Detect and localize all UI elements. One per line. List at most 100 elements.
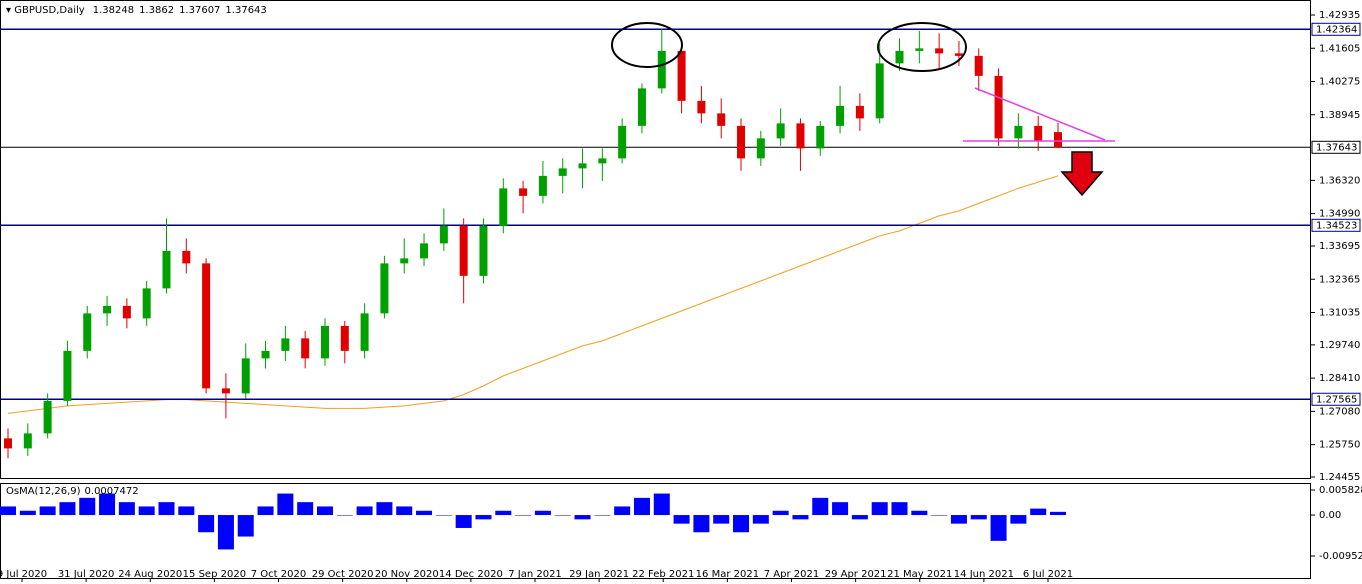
candle-body [855,105,864,119]
candle-body [578,163,587,169]
oscillator-value: 0.0007472 [85,486,139,497]
top-ellipse [877,22,967,72]
y-tick-label: 1.29740 [1319,340,1360,351]
x-tick-label: 29 Oct 2020 [312,569,374,580]
oscillator-bar [277,493,294,516]
candle-body [43,400,52,434]
candle-body [241,358,250,394]
oscillator-bar [812,497,829,516]
candle-body [261,350,270,359]
candle-body [637,88,646,126]
candle-body [895,50,904,64]
candle-body [974,55,983,76]
x-tick-label: 29 Jan 2021 [569,569,629,580]
y-tick-label: 1.38945 [1319,110,1360,121]
down-arrow [1060,151,1104,197]
y-tick-label: 1.27080 [1319,406,1360,417]
candle-body [221,388,230,394]
oscillator-bar [396,506,413,516]
candle-body [122,305,131,319]
oscillator-bar [138,506,155,516]
candle-body [420,243,429,259]
symbol: GBPUSD,Daily [14,5,85,16]
y-tick-label: 1.33695 [1319,241,1360,252]
level-label-box [1311,140,1361,154]
oscillator-bar [316,506,333,516]
y-tick-label: 1.25750 [1319,440,1360,451]
x-tick-label: 6 Jul 2021 [1023,569,1073,580]
y-tick-label: 1.28410 [1319,373,1360,384]
candle-body [538,175,547,196]
oscillator-bar [851,515,868,520]
top-ellipse [611,22,683,68]
x-tick-label: 7 Oct 2020 [251,569,306,580]
x-tick-label: 7 Jan 2021 [508,569,562,580]
oscillator-bar [158,502,175,516]
oscillator-bar [891,502,908,516]
candle-body [380,263,389,314]
oscillator-bar [633,497,650,516]
oscillator-bar [59,502,76,516]
y-tick-label: 1.32365 [1319,274,1360,285]
x-tick-label: 22 Feb 2021 [632,569,694,580]
level-label: 1.37643 [1316,142,1357,153]
candle-body [360,313,369,351]
candle-body [162,250,171,289]
level-label-box [1311,22,1361,36]
y-tick-label: 1.42935 [1319,10,1360,21]
oscillator-bar [435,515,452,516]
price-pane [0,0,1311,479]
y-tick-label: 1.41605 [1319,43,1360,54]
oscillator-bar [713,515,730,524]
oscillator-bar [118,502,135,516]
oscillator-bar [594,515,611,516]
oscillator-bar [990,515,1007,541]
oscillator-bar [832,502,849,516]
x-tick-label: 14 Jun 2021 [954,569,1014,580]
candle-body [23,433,32,449]
x-tick-label: 24 Aug 2020 [118,569,182,580]
y-tick-label: 1.34990 [1319,209,1360,220]
candle-body [737,125,746,159]
oscillator-bar [792,515,809,520]
candle-body [1054,132,1062,148]
candle-body [459,225,468,276]
level-label: 1.34523 [1316,220,1357,231]
candle-body [519,188,528,196]
oscillator-bar [534,510,551,516]
oscillator-bar [416,510,433,516]
trend-line [974,87,1106,141]
open: 1.38248 [93,5,134,16]
level-label-box [1311,392,1361,406]
y-tick-label: 1.36320 [1319,175,1360,186]
candle-body [935,48,944,54]
oscillator-bar [772,510,789,516]
low: 1.37607 [179,5,220,16]
oscillator-bar [455,515,472,528]
candle-body [400,258,409,264]
y-tick-label: 0.00 [1319,510,1341,521]
x-tick-label: 9 Jul 2020 [0,569,47,580]
candle-body [142,288,151,319]
oscillator-bar [554,515,571,516]
candle-body [63,350,72,401]
candle-body [103,305,112,314]
candle-body [558,168,567,176]
candle-body [1014,125,1023,139]
candle-body [657,50,666,89]
oscillator-bar [237,515,254,537]
candle-body [915,48,924,51]
oscillator-bar [99,493,116,516]
y-tick-label: 0.005828 [1319,485,1362,496]
oscillator-bar [0,506,16,516]
oscillator-bar [495,510,512,516]
oscillator-bar [733,515,750,533]
oscillator-bar [515,515,532,516]
candle-body [301,338,310,359]
candle-body [598,158,607,164]
oscillator-bar [297,502,314,516]
oscillator-bar [673,515,690,524]
oscillator-bar [911,510,928,516]
candle-body [816,125,825,149]
